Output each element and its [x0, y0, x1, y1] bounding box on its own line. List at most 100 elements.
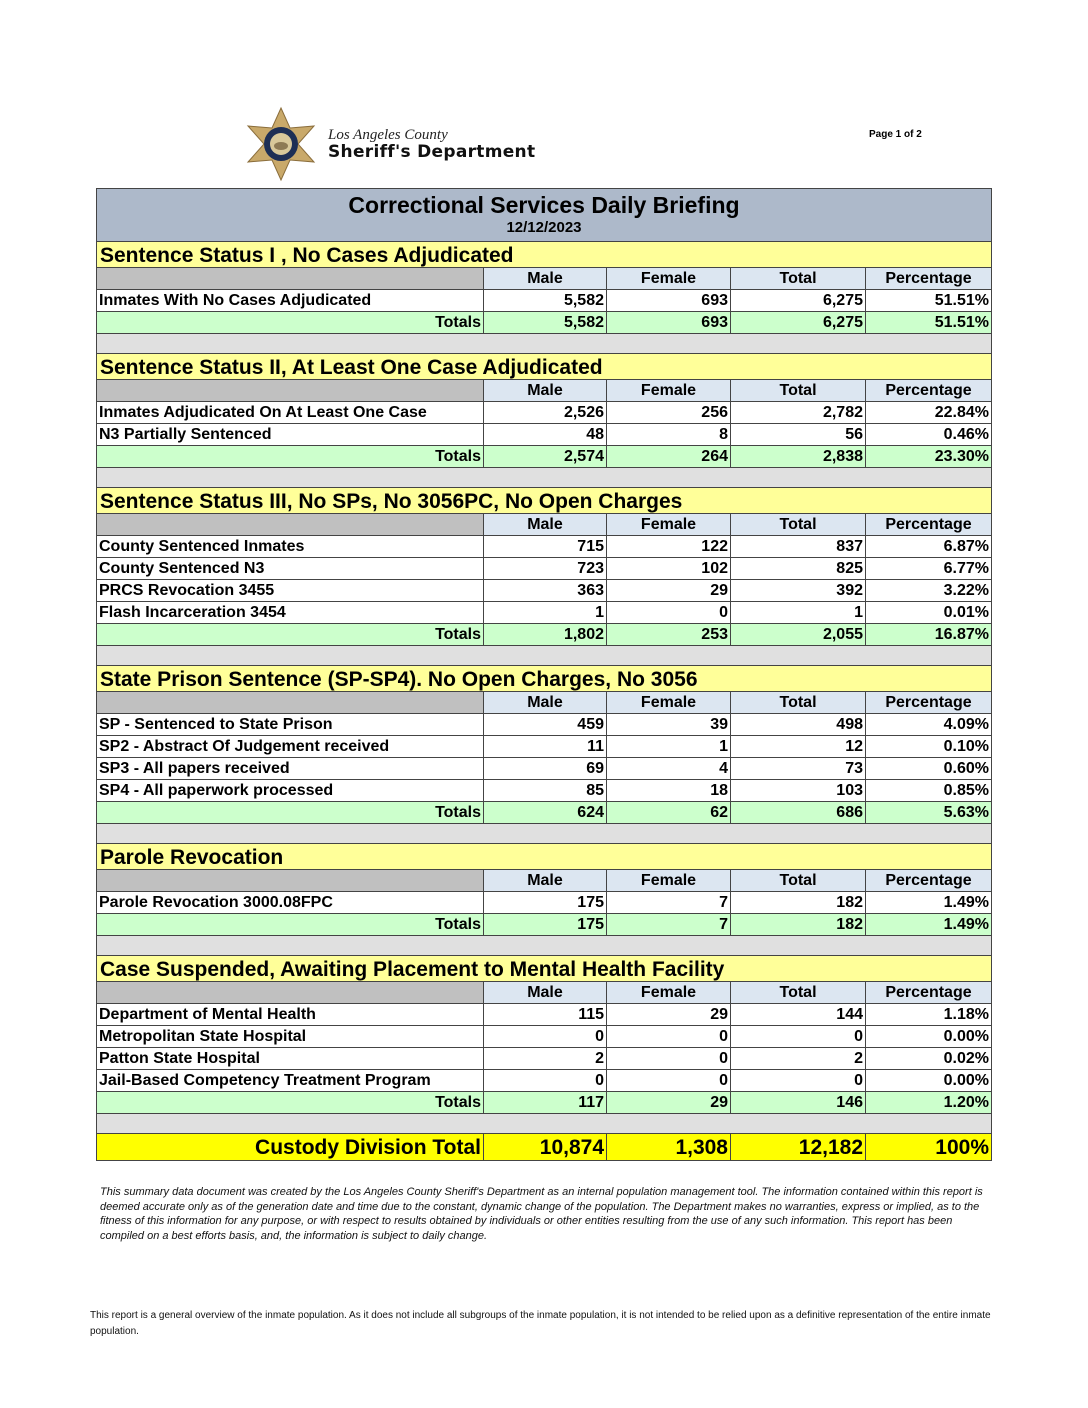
totals-percentage: 1.49%	[943, 916, 989, 933]
totals-percentage: 16.87%	[934, 626, 989, 643]
table-row: County Sentenced Inmates 715 122 837 6.87%	[97, 536, 991, 558]
header-blank	[97, 692, 484, 713]
cell-total: 73	[731, 758, 866, 779]
totals-total: 2,838	[731, 446, 866, 467]
row-label: Parole Revocation 3000.08FPC	[97, 892, 484, 913]
table-row: SP - Sentenced to State Prison 459 39 498 4.…	[97, 714, 991, 736]
cell-percentage: 0.01%	[943, 604, 989, 621]
totals-row: Totals 5,582 693 6,275 51.51%	[97, 312, 991, 334]
cell-total: 825	[731, 558, 866, 579]
row-label: SP2 - Abstract Of Judgement received	[97, 736, 484, 757]
column-header-percentage: Percentage	[866, 268, 991, 289]
cell-female: 122	[607, 536, 731, 557]
row-label: Metropolitan State Hospital	[97, 1026, 484, 1047]
column-header-female: Female	[607, 514, 731, 535]
totals-total: 6,275	[731, 312, 866, 333]
totals-female: 29	[607, 1092, 731, 1113]
column-header-male: Male	[484, 982, 607, 1003]
table-row: Inmates Adjudicated On At Least One Case…	[97, 402, 991, 424]
section-title: Sentence Status I , No Cases Adjudicated	[97, 242, 991, 268]
cell-female: 1	[607, 736, 731, 757]
cell-female: 0	[607, 602, 731, 623]
totals-total: 182	[731, 914, 866, 935]
table-row: Inmates With No Cases Adjudicated 5,582 69…	[97, 290, 991, 312]
grand-total-label: Custody Division Total	[97, 1134, 484, 1160]
column-header-percentage: Percentage	[866, 514, 991, 535]
cell-male: 5,582	[484, 290, 607, 311]
briefing-table: Correctional Services Daily Briefing 12/…	[96, 188, 992, 1161]
cell-percentage: 22.84%	[934, 404, 989, 421]
totals-label: Totals	[97, 624, 484, 645]
column-header-row: Male Female Total Percentage	[97, 380, 991, 402]
column-header-female: Female	[607, 268, 731, 289]
section-title: Case Suspended, Awaiting Placement to Me…	[97, 956, 991, 982]
cell-total: 0	[731, 1070, 866, 1091]
column-header-percentage: Percentage	[866, 692, 991, 713]
cell-male: 363	[484, 580, 607, 601]
totals-female: 7	[607, 914, 731, 935]
cell-male: 723	[484, 558, 607, 579]
cell-percentage: 1.49%	[943, 894, 989, 911]
totals-percentage: 51.51%	[934, 314, 989, 331]
cell-percentage: 0.46%	[943, 426, 989, 443]
column-header-total: Total	[731, 692, 866, 713]
cell-total: 392	[731, 580, 866, 601]
column-header-female: Female	[607, 870, 731, 891]
totals-total: 686	[731, 802, 866, 823]
cell-male: 175	[484, 892, 607, 913]
column-header-percentage: Percentage	[866, 870, 991, 891]
table-row: Department of Mental Health 115 29 144 1.18%	[97, 1004, 991, 1026]
table-row: SP2 - Abstract Of Judgement received 11 1 1…	[97, 736, 991, 758]
cell-male: 85	[484, 780, 607, 801]
totals-label: Totals	[97, 446, 484, 467]
row-label: PRCS Revocation 3455	[97, 580, 484, 601]
cell-percentage: 0.60%	[943, 760, 989, 777]
cell-percentage: 0.00%	[943, 1072, 989, 1089]
column-header-row: Male Female Total Percentage	[97, 268, 991, 290]
cell-female: 39	[607, 714, 731, 735]
totals-label: Totals	[97, 914, 484, 935]
cell-total: 2,782	[731, 402, 866, 423]
totals-male: 175	[484, 914, 607, 935]
column-header-female: Female	[607, 982, 731, 1003]
table-row: Parole Revocation 3000.08FPC 175 7 182 1.49%	[97, 892, 991, 914]
cell-female: 256	[607, 402, 731, 423]
totals-total: 2,055	[731, 624, 866, 645]
totals-label: Totals	[97, 1092, 484, 1113]
cell-total: 2	[731, 1048, 866, 1069]
grand-total-male: 10,874	[484, 1134, 607, 1160]
grand-total-percentage: 100%	[935, 1136, 989, 1159]
totals-row: Totals 624 62 686 5.63%	[97, 802, 991, 824]
logo-county-text: Los Angeles County	[328, 126, 448, 143]
column-header-male: Male	[484, 380, 607, 401]
column-header-total: Total	[731, 870, 866, 891]
totals-male: 1,802	[484, 624, 607, 645]
table-row: County Sentenced N3 723 102 825 6.77%	[97, 558, 991, 580]
grand-total-total: 12,182	[731, 1134, 866, 1160]
header-blank	[97, 268, 484, 289]
section-spacer	[97, 468, 991, 488]
totals-row: Totals 175 7 182 1.49%	[97, 914, 991, 936]
grand-total-row: Custody Division Total 10,874 1,308 12,1…	[97, 1134, 991, 1160]
cell-total: 1	[731, 602, 866, 623]
totals-male: 117	[484, 1092, 607, 1113]
cell-total: 103	[731, 780, 866, 801]
column-header-row: Male Female Total Percentage	[97, 870, 991, 892]
cell-female: 102	[607, 558, 731, 579]
totals-row: Totals 117 29 146 1.20%	[97, 1092, 991, 1114]
row-label: County Sentenced Inmates	[97, 536, 484, 557]
cell-percentage: 6.87%	[943, 538, 989, 555]
section-title: Parole Revocation	[97, 844, 991, 870]
header-blank	[97, 870, 484, 891]
totals-female: 62	[607, 802, 731, 823]
cell-male: 715	[484, 536, 607, 557]
totals-female: 693	[607, 312, 731, 333]
row-label: Patton State Hospital	[97, 1048, 484, 1069]
cell-total: 182	[731, 892, 866, 913]
column-header-percentage: Percentage	[866, 982, 991, 1003]
section-spacer	[97, 646, 991, 666]
cell-female: 18	[607, 780, 731, 801]
cell-percentage: 4.09%	[943, 716, 989, 733]
cell-male: 2	[484, 1048, 607, 1069]
